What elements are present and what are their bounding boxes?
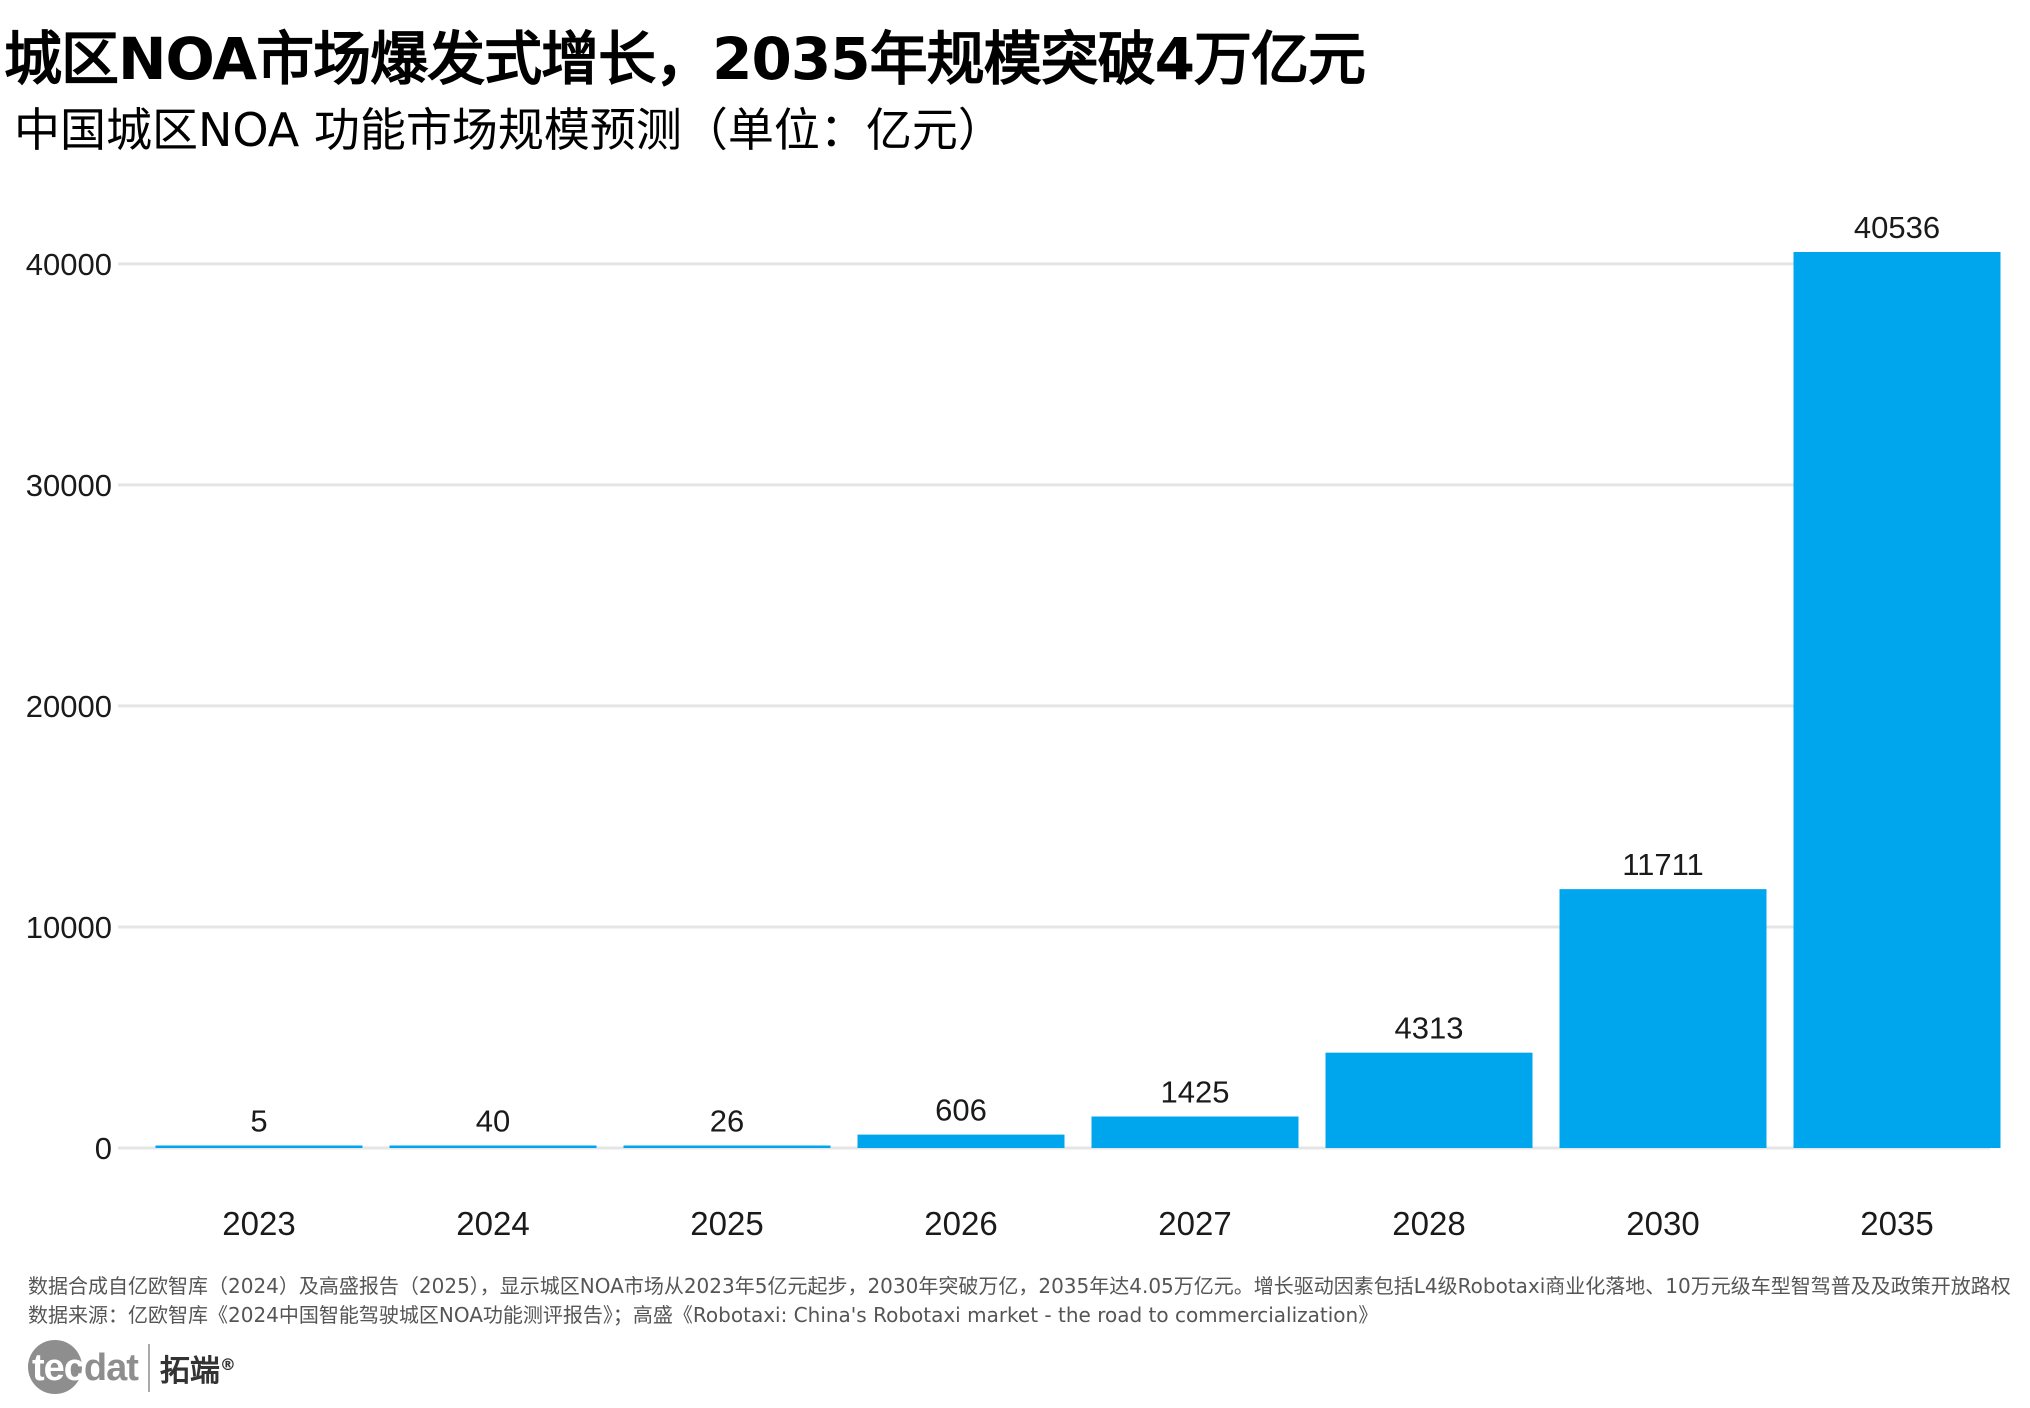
x-tick-label: 2030 (1626, 1205, 1699, 1242)
x-tick-label: 2026 (924, 1205, 997, 1242)
brand-logo: tecdat 拓端® (28, 1340, 236, 1396)
bar (1091, 1116, 1299, 1148)
bar-value-label: 5 (250, 1104, 267, 1139)
data-source: 数据来源：亿欧智库《2024中国智能驾驶城区NOA功能测评报告》；高盛《Robo… (28, 1303, 1379, 1327)
y-tick-label: 40000 (26, 247, 112, 282)
bar-value-label: 26 (710, 1104, 744, 1139)
y-tick-label: 10000 (26, 910, 112, 945)
bar (857, 1134, 1065, 1148)
logo-circle-icon (28, 1340, 82, 1394)
y-tick-label: 30000 (26, 468, 112, 503)
bar-chart: 0 10000 20000 30000 40000 5 2023 40 2024 26 2025 60… (26, 210, 2001, 1242)
bar (1325, 1052, 1533, 1148)
logo-cn-text: 拓端® (159, 1354, 236, 1389)
chart-title: 城区NOA市场爆发式增长，2035年规模突破4万亿元 (4, 25, 1366, 93)
bar-value-label: 40536 (1854, 210, 1940, 245)
y-tick-label: 0 (95, 1131, 112, 1166)
bar (623, 1145, 831, 1148)
logo-wordmark: tecdat (32, 1346, 139, 1389)
bar (1793, 252, 2001, 1148)
x-tick-label: 2028 (1392, 1205, 1465, 1242)
chart-subtitle: 中国城区NOA 功能市场规模预测（单位：亿元） (14, 103, 1004, 157)
bar (155, 1145, 363, 1148)
x-tick-label: 2027 (1158, 1205, 1231, 1242)
bar (389, 1145, 597, 1148)
bar-value-label: 4313 (1395, 1011, 1464, 1046)
y-tick-label: 20000 (26, 689, 112, 724)
x-tick-label: 2024 (456, 1205, 529, 1242)
bar-value-label: 1425 (1161, 1075, 1230, 1110)
bar-value-label: 11711 (1622, 847, 1704, 882)
bar-value-label: 40 (476, 1104, 510, 1139)
bar-value-label: 606 (935, 1093, 987, 1128)
logo-divider (147, 1344, 150, 1392)
x-tick-label: 2035 (1860, 1205, 1933, 1242)
bar (1559, 889, 1767, 1148)
data-note: 数据合成自亿欧智库（2024）及高盛报告（2025），显示城区NOA市场从202… (28, 1274, 2011, 1298)
x-tick-label: 2023 (222, 1205, 295, 1242)
x-tick-label: 2025 (690, 1205, 763, 1242)
